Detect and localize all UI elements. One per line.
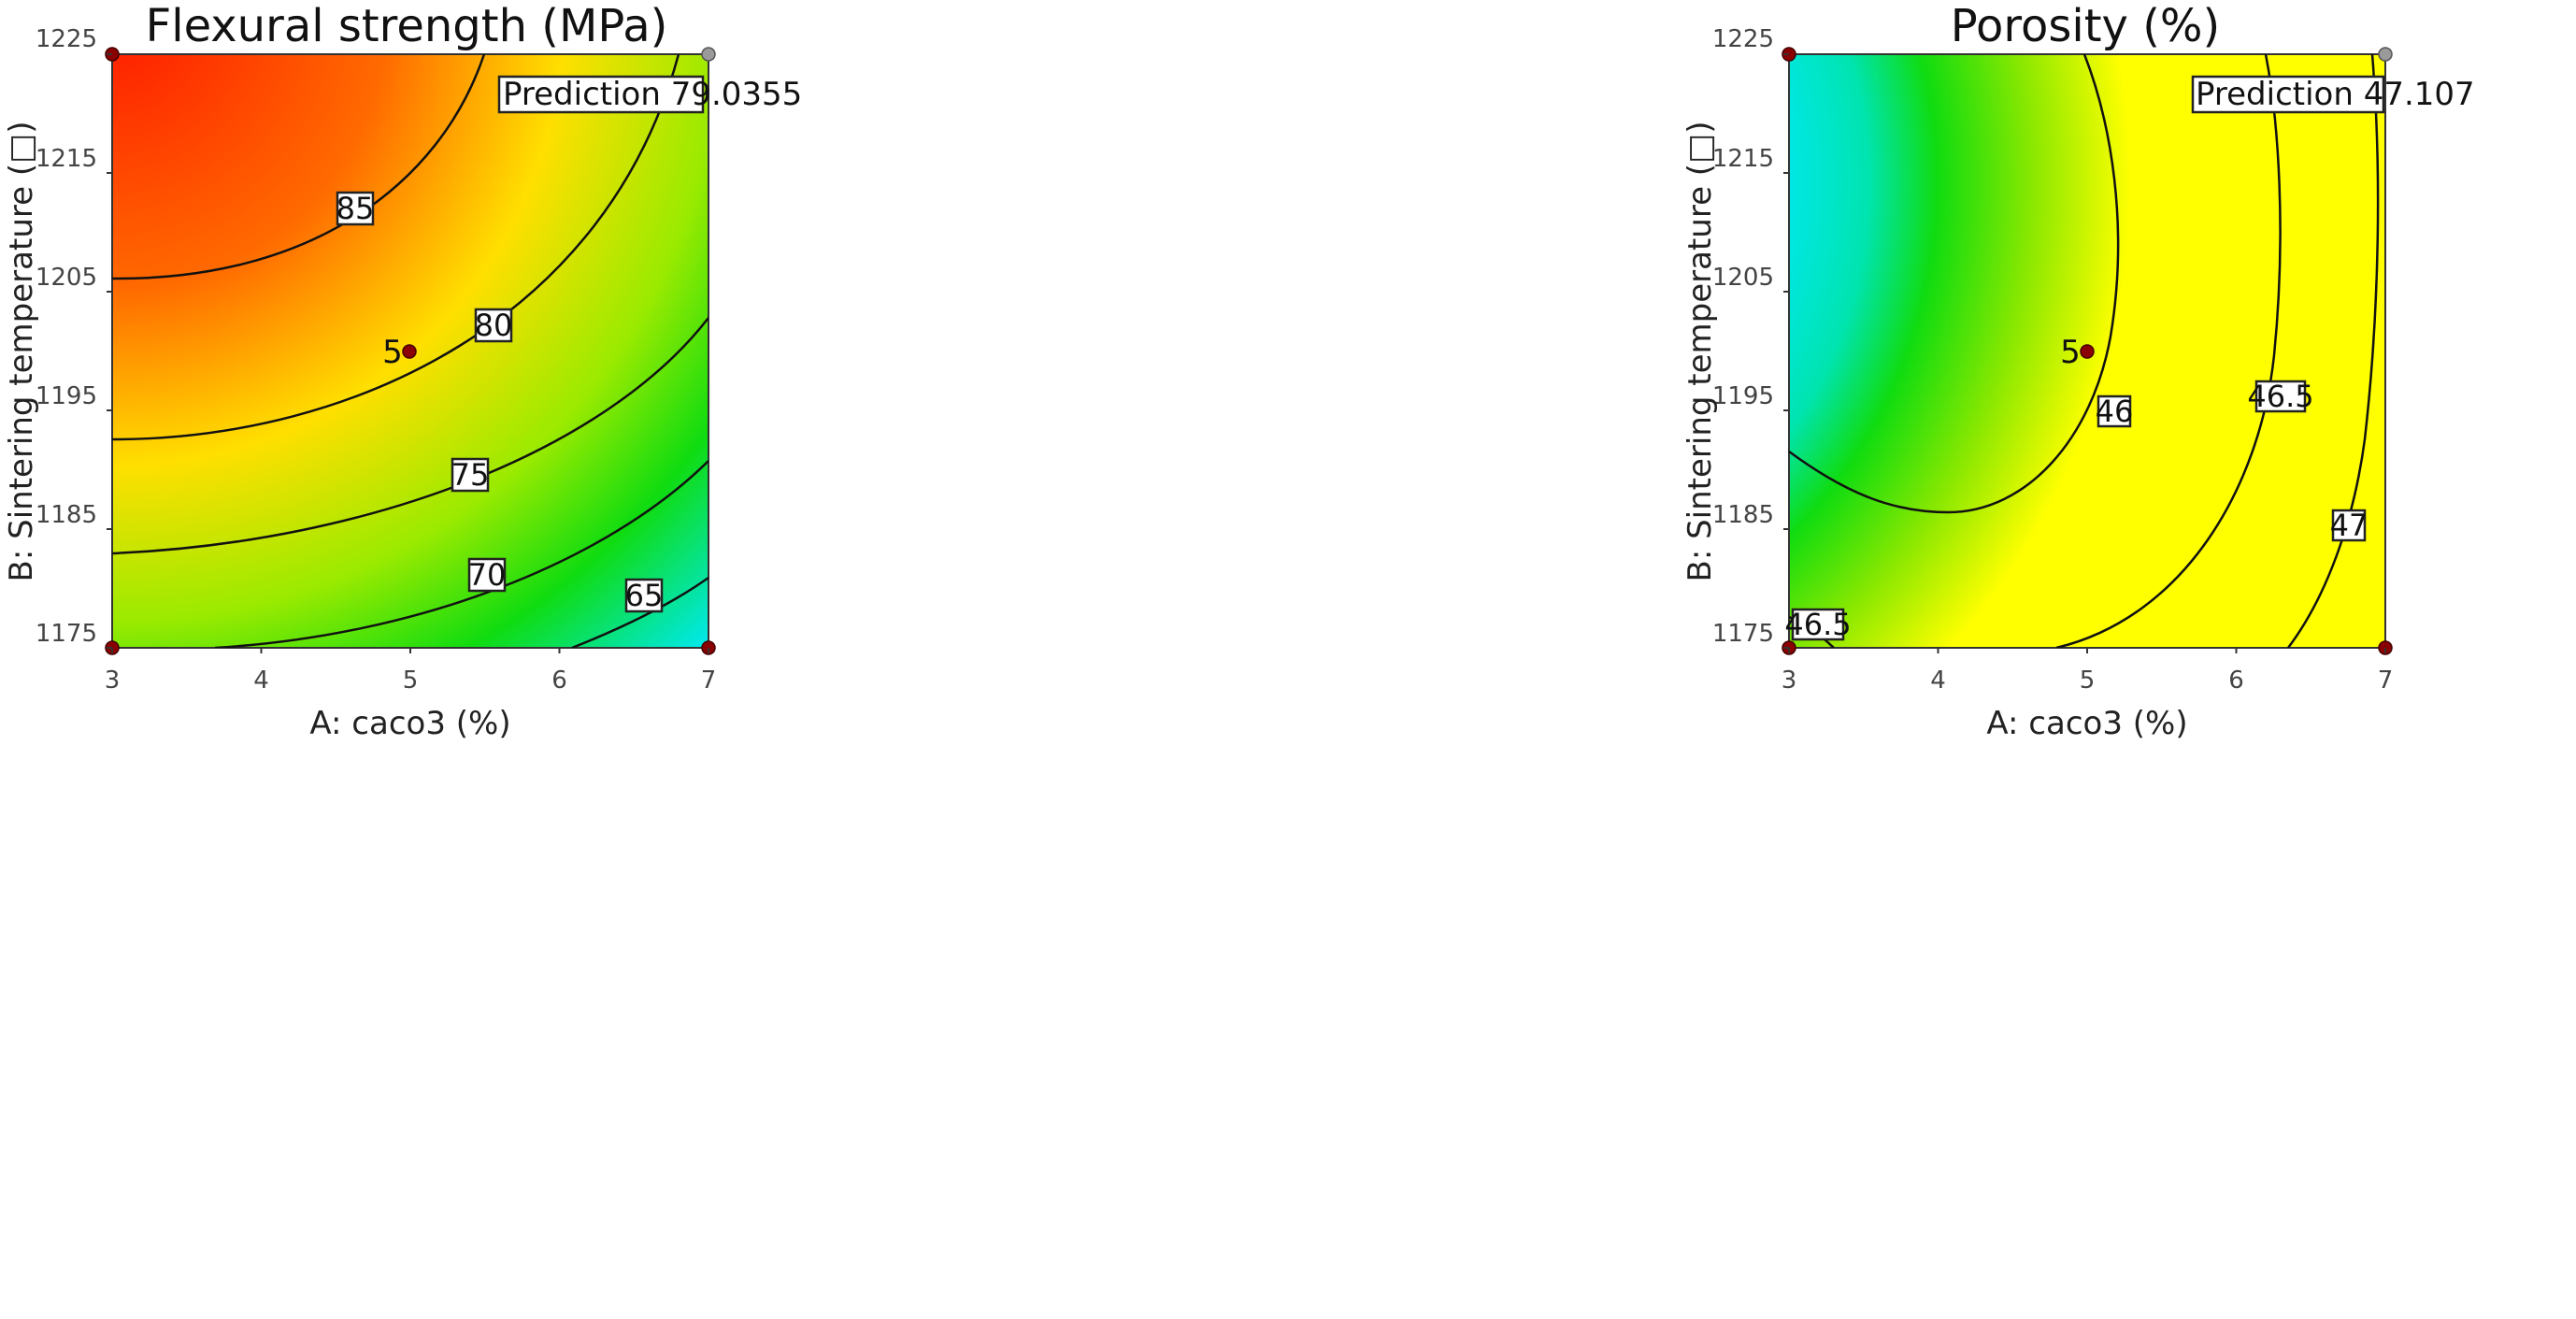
y-tick-label: 1175: [1712, 620, 1774, 648]
contour-label-75: 75: [451, 457, 490, 493]
x-tick-label: 6: [2228, 667, 2244, 695]
svg-text:Prediction 79.0355: Prediction 79.0355: [503, 76, 802, 113]
flexural-strength-chart: Flexural strength (MPa) 85 80 75 70 6: [3, 0, 802, 742]
contour-label-46-5-left: 46.5: [1784, 607, 1851, 642]
contour-label-85: 85: [336, 191, 375, 226]
svg-text:5: 5: [382, 334, 403, 371]
svg-text:80: 80: [475, 308, 513, 343]
svg-text:5: 5: [2060, 334, 2081, 371]
x-tick-label: 7: [2378, 667, 2394, 695]
y-tick-label: 1205: [36, 264, 97, 292]
y-tick-label: 1215: [36, 145, 97, 173]
y-tick-label: 1195: [1712, 382, 1774, 410]
y-tick-label: 1225: [1712, 25, 1774, 53]
y-tick-label: 1195: [36, 382, 97, 410]
y-tick-label: 1215: [1712, 145, 1774, 173]
svg-text:65: 65: [625, 578, 664, 613]
svg-text:46.5: 46.5: [2247, 379, 2313, 414]
x-ticks: 3 4 5 6 7: [105, 648, 717, 695]
x-tick-label: 7: [701, 667, 717, 695]
contour-line-47: [2287, 54, 2380, 648]
svg-text:85: 85: [336, 191, 375, 226]
y-tick-label: 1205: [1712, 264, 1774, 292]
x-tick-label: 4: [253, 667, 269, 695]
y-ticks: 1225 1215 1205 1195 1185 1175: [36, 25, 112, 649]
chart-title: Flexural strength (MPa): [146, 0, 668, 52]
y-tick-label: 1175: [36, 620, 97, 648]
x-tick-label: 4: [1930, 667, 1946, 695]
contour-label-70: 70: [468, 557, 507, 593]
contour-line-65: [571, 576, 708, 648]
x-tick-label: 5: [2080, 667, 2096, 695]
contour-label-47: 47: [2330, 508, 2368, 543]
svg-text:46: 46: [2096, 394, 2134, 429]
x-tick-label: 5: [403, 667, 419, 695]
porosity-chart: Porosity (%) 46 46.5 47 46.5 Prediction …: [1288, 0, 2576, 1319]
x-tick-label: 6: [551, 667, 567, 695]
chart-title: Porosity (%): [1951, 0, 2221, 52]
design-point: [2378, 47, 2393, 62]
y-axis-title: B: Sintering temperature (□): [1682, 122, 1719, 582]
prediction-box: Prediction 47.107: [2191, 75, 2475, 114]
contour-label-46: 46: [2096, 394, 2134, 429]
x-tick-label: 3: [1782, 667, 1797, 695]
flexural-strength-svg: Flexural strength (MPa) 85 80 75 70 6: [3, 0, 802, 742]
y-tick-label: 1225: [36, 25, 97, 53]
contour-line-46-5-right: [2055, 54, 2282, 648]
design-points: [105, 47, 716, 655]
x-axis-title: A: caco3 (%): [1986, 705, 2187, 742]
contour-label-65: 65: [625, 578, 664, 613]
contour-lines: [1789, 54, 2380, 648]
center-point: 5: [2060, 334, 2095, 371]
contour-line-46: [1789, 54, 2120, 514]
y-tick-label: 1185: [36, 501, 97, 529]
svg-text:75: 75: [451, 457, 490, 493]
prediction-box: Prediction 79.0355: [497, 75, 802, 114]
x-axis-title: A: caco3 (%): [309, 705, 510, 742]
contour-label-80: 80: [475, 308, 513, 343]
design-point: [701, 47, 716, 62]
contour-label-46-5-right: 46.5: [2247, 379, 2313, 414]
y-ticks: 1225 1215 1205 1195 1185 1175: [1712, 25, 1789, 649]
svg-text:47: 47: [2330, 508, 2368, 543]
contour-line-80: [112, 54, 680, 441]
x-ticks: 3 4 5 6 7: [1782, 648, 2394, 695]
svg-text:46.5: 46.5: [1784, 607, 1851, 642]
y-tick-label: 1185: [1712, 501, 1774, 529]
center-point: 5: [382, 334, 417, 371]
svg-text:70: 70: [468, 557, 507, 593]
x-tick-label: 3: [105, 667, 121, 695]
svg-text:Prediction 47.107: Prediction 47.107: [2196, 76, 2475, 113]
porosity-svg: Porosity (%) 46 46.5 47 46.5 Prediction …: [1682, 0, 2475, 742]
y-axis-title: B: Sintering temperature (□): [3, 122, 40, 582]
